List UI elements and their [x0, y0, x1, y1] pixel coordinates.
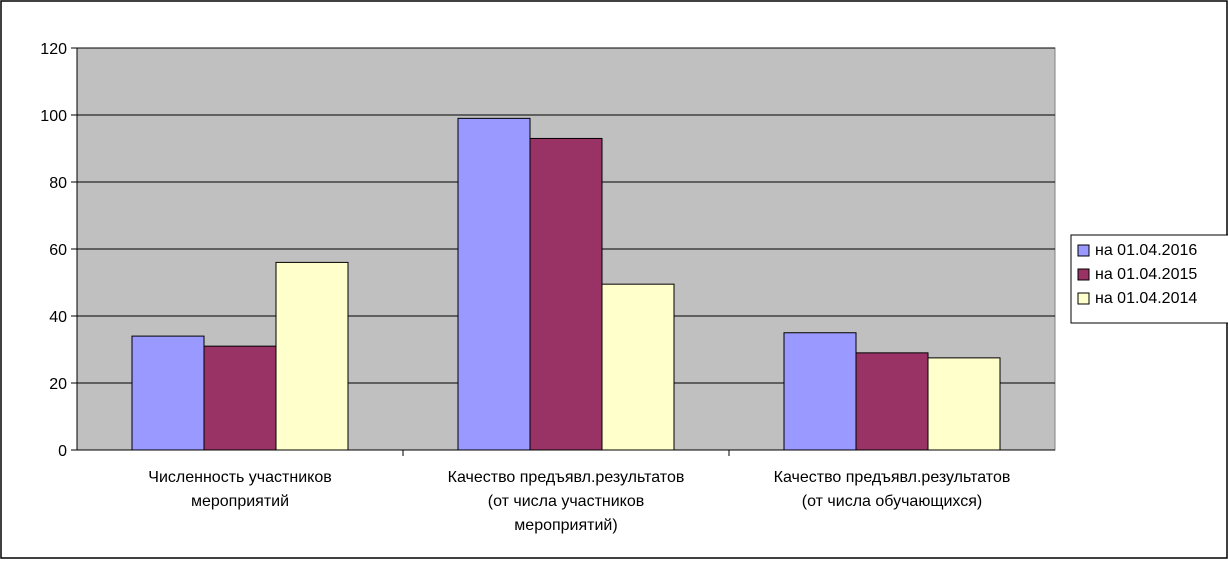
legend-box: [1070, 234, 1228, 324]
x-category-label-line: Численность участников: [148, 469, 331, 486]
x-category-label-line: Качество предъявл.результатов: [774, 469, 1011, 486]
x-category-label: Качество предъявл.результатов (от числа у…: [448, 469, 685, 534]
bar-series-2-cat-1: [601, 283, 675, 451]
x-category-label-line: Качество предъявл.результатов: [448, 469, 685, 486]
bar-series-2-cat-0: [275, 261, 349, 451]
bar-series-2-cat-2: [927, 357, 1001, 451]
x-category-label-line: мероприятий: [191, 493, 289, 510]
bar-series-0-cat-2: [783, 332, 857, 451]
legend-swatch: [1077, 292, 1090, 305]
x-axis-labels: Численность участников мероприятий Качеств…: [148, 469, 1010, 534]
y-tick-label: 40: [49, 309, 67, 326]
y-tick-label: 120: [40, 41, 67, 58]
bar-series-1-cat-0: [203, 345, 277, 451]
bar-series-0-cat-0: [131, 335, 205, 451]
x-category-label: Качество предъявл.результатов (от числа о…: [774, 469, 1011, 510]
legend: на 01.04.2016 на 01.04.2015 на 01.04.2014: [1070, 234, 1228, 324]
y-tick-label: 80: [49, 175, 67, 192]
y-tick-label: 0: [58, 443, 67, 460]
bar-series-0-cat-1: [457, 117, 531, 451]
y-tick-label: 60: [49, 242, 67, 259]
x-category-label-line: (от числа участников: [488, 493, 645, 510]
y-axis-ticks: 0 20 40 60 80 100 120: [40, 41, 77, 460]
x-category-label: Численность участников мероприятий: [148, 469, 331, 510]
legend-swatch: [1077, 244, 1090, 257]
legend-label: на 01.04.2016: [1095, 242, 1197, 259]
bars: [131, 117, 1001, 451]
y-tick-label: 20: [49, 376, 67, 393]
legend-label: на 01.04.2015: [1095, 266, 1197, 283]
x-category-label-line: (от числа обучающихся): [802, 493, 982, 510]
legend-label: на 01.04.2014: [1095, 290, 1197, 307]
y-tick-label: 100: [40, 108, 67, 125]
bar-series-1-cat-2: [855, 352, 929, 451]
legend-swatch: [1077, 268, 1090, 281]
bar-series-1-cat-1: [529, 137, 603, 451]
x-category-label-line: мероприятий): [514, 517, 617, 534]
